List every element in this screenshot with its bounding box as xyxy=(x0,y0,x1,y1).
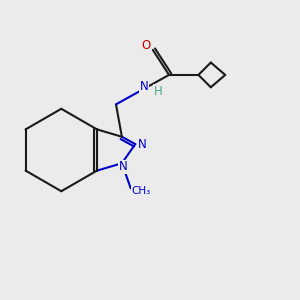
Text: N: N xyxy=(119,160,128,173)
Text: N: N xyxy=(140,80,148,93)
Text: O: O xyxy=(142,39,151,52)
Text: N: N xyxy=(137,138,146,151)
Text: CH₃: CH₃ xyxy=(131,186,151,196)
Text: H: H xyxy=(153,85,162,98)
